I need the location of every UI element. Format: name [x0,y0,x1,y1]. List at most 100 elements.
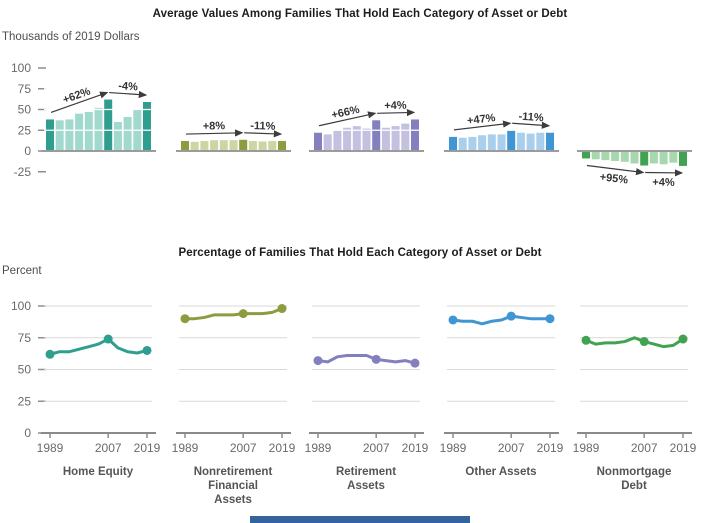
bar [104,100,112,151]
trend-line [453,316,550,324]
bar [507,130,515,151]
x-tick-label: 1989 [440,441,467,455]
annotation-label: -11% [518,111,544,125]
bar [621,151,629,162]
bar [382,128,390,151]
category-label-nonmortgage-debt: Nonmortgage Debt [591,466,677,494]
y-tick-label: 25 [18,123,32,137]
bar [200,141,208,151]
x-tick-label: 2019 [402,441,429,455]
bar [411,119,419,151]
bar [75,114,83,151]
y-tick-label: 25 [18,394,32,408]
annotation-label: +4% [652,177,675,189]
bar [278,141,286,151]
y-tick-label: 100 [11,299,31,313]
y-tick-label: 50 [18,103,32,117]
data-point [679,335,688,344]
x-tick-label: 1989 [172,441,199,455]
bar [468,137,476,151]
annotation-arrow [186,133,242,134]
x-tick-label: 2007 [95,441,122,455]
data-point [104,335,113,344]
bar [631,151,639,163]
annotation-label: -4% [118,80,139,93]
bar [498,134,506,151]
trend-line [586,338,683,347]
top-panel-title: Average Values Among Families That Hold … [0,8,720,20]
bar [401,124,409,151]
bar [660,151,668,164]
x-tick-label: 2019 [134,441,161,455]
y-tick-label: 0 [24,426,31,440]
bar [239,140,247,151]
top-unit-label: Thousands of 2019 Dollars [2,31,139,43]
bar [640,151,648,166]
x-tick-label: 2007 [631,441,658,455]
category-label-nonretirement-financial-assets: Nonretirement Financial Assets [190,466,276,507]
bar [343,128,351,151]
x-tick-label: 2007 [363,441,390,455]
bar [268,141,276,151]
data-point [181,314,190,323]
data-point [582,336,591,345]
bar [333,130,341,151]
bar [363,129,371,151]
x-tick-label: 2007 [230,441,257,455]
bar [582,151,590,158]
annotation-arrow [109,93,146,95]
data-point [278,304,287,313]
bar [517,133,525,151]
bar [220,140,228,151]
data-point [239,309,248,318]
data-point [640,337,649,346]
y-tick-label: 0 [24,144,31,158]
y-tick-label: 100 [11,61,31,75]
bar [230,140,238,151]
line-chart-nonretirement-financial-assets: 1989 2007 2019 [172,304,296,455]
data-point [143,346,152,355]
trend-line [318,356,415,364]
bar [459,138,467,151]
category-label-retirement-assets: Retirement Assets [323,466,409,494]
line-chart-home-equity: 1989 2007 2019 [37,306,161,455]
x-tick-label: 1989 [37,441,64,455]
data-point [507,312,516,321]
bar [210,140,218,151]
y-tick-label: 50 [18,363,32,377]
bar [124,117,132,151]
bar [527,134,535,151]
bar [372,120,380,151]
x-tick-label: 2019 [537,441,564,455]
annotation-arrow [587,165,643,172]
x-tick-label: 1989 [305,441,332,455]
annotation-arrow [244,133,281,134]
data-point [449,315,458,324]
x-tick-label: 1989 [573,441,600,455]
bar-chart-nonretirement-financial-assets: +8%-11% [176,89,291,151]
x-tick-label: 2019 [269,441,296,455]
bottom-panel-title: Percentage of Families That Hold Each Ca… [0,247,720,259]
bar [449,137,457,151]
bar [611,151,619,161]
annotation-label: +66% [330,104,361,122]
data-point [46,350,55,359]
bar [56,120,64,151]
bar [546,133,554,151]
bar [536,133,544,151]
bottom-blue-bar [250,516,470,523]
data-point [546,314,555,323]
bar [249,141,257,151]
bar [650,151,658,163]
bar [488,134,496,151]
trend-line [50,339,147,354]
data-point [372,355,381,364]
line-chart-retirement-assets: 1989 2007 2019 [305,306,429,455]
bar-chart-retirement-assets: +66%+4% [309,89,424,151]
bottom-unit-label: Percent [2,265,42,277]
bar [191,142,199,151]
bar [259,141,267,151]
bar [601,151,609,160]
x-tick-label: 2007 [498,441,525,455]
bar [181,141,189,151]
